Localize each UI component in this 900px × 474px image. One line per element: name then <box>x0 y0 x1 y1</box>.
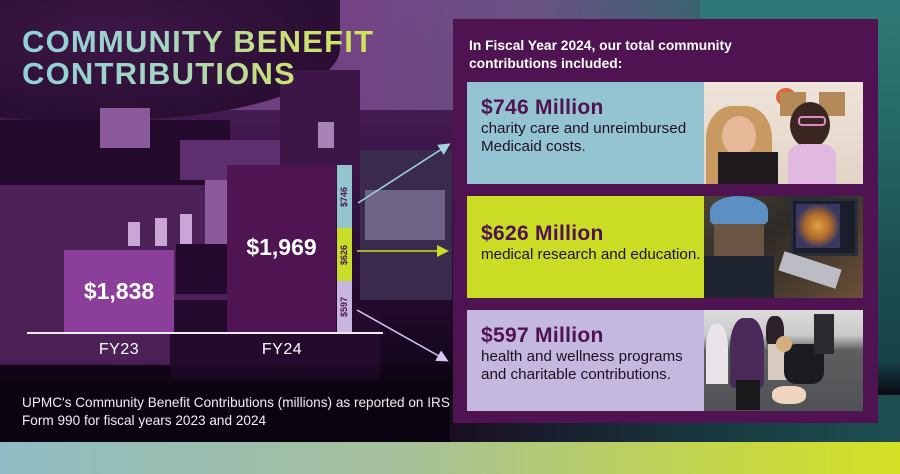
bar-fy23-value: $1,838 <box>83 277 155 304</box>
card-research: $626 Million medical research and educat… <box>467 196 863 298</box>
arrow-746-icon <box>357 143 451 204</box>
window-shape <box>155 218 167 246</box>
chart-caption: UPMC's Community Benefit Contributions (… <box>22 395 450 428</box>
card-text: $597 Million health and wellness program… <box>467 310 704 411</box>
house-shape <box>205 180 227 250</box>
window-shape <box>128 222 140 246</box>
card-description: medical research and education. <box>481 246 701 263</box>
card-description: charity care and unreimbursed Medicaid c… <box>481 120 687 155</box>
card-amount: $597 Million <box>481 324 604 347</box>
photo-cpr-training <box>704 310 863 411</box>
card-description: health and wellness programs and charita… <box>481 348 683 383</box>
photo-pediatric-exam <box>704 82 863 184</box>
segment-626: $626 <box>337 228 352 281</box>
photo-researcher <box>704 196 863 298</box>
card-amount: $626 Million <box>481 222 604 245</box>
card-charity-care: $746 Million charity care and unreimburs… <box>467 82 863 184</box>
card-text: $746 Million charity care and unreimburs… <box>467 82 704 184</box>
connector-arrows <box>356 143 451 362</box>
house-shape <box>280 70 360 165</box>
window-shape <box>180 214 192 244</box>
panel-intro: In Fiscal Year 2024, our total community… <box>469 38 732 71</box>
card-text: $626 Million medical research and educat… <box>467 196 704 298</box>
x-label-fy24: FY24 <box>261 341 303 358</box>
card-wellness: $597 Million health and wellness program… <box>467 310 863 411</box>
house-shape <box>100 108 150 148</box>
bottom-gradient-band <box>0 442 900 474</box>
x-label-fy23: FY23 <box>98 341 140 358</box>
card-amount: $746 Million <box>481 96 604 119</box>
segment-746: $746 <box>337 165 352 228</box>
bar-fy23: $1,838 <box>64 250 174 332</box>
window-shape <box>318 122 334 148</box>
house-shape <box>365 190 445 240</box>
house-shape <box>176 244 228 294</box>
bar-fy24: $1,969 <box>227 165 336 332</box>
chart-baseline <box>27 332 383 334</box>
bar-chart: $1,838 $1,969 $746 $626 $597 FY23 FY24 <box>0 0 450 442</box>
arrow-597-icon <box>356 309 449 362</box>
breakdown-panel: In Fiscal Year 2024, our total community… <box>453 19 878 423</box>
bar-fy24-value: $1,969 <box>246 233 317 260</box>
segment-597: $597 <box>337 281 352 332</box>
